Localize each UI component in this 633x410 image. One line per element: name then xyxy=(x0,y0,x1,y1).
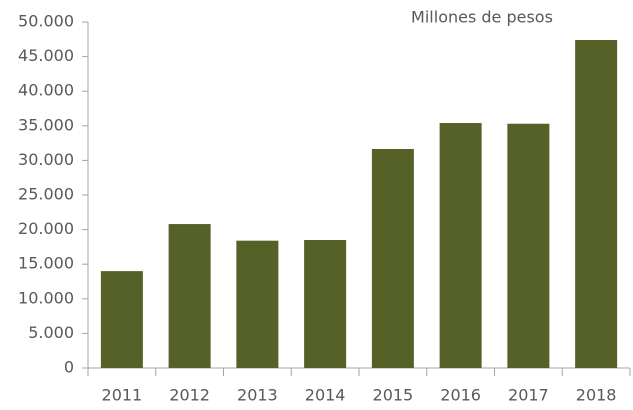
y-tick-label: 30.000 xyxy=(18,150,74,169)
x-tick-label: 2014 xyxy=(305,386,346,405)
annotation: Millones de pesos xyxy=(411,8,553,27)
y-tick-label: 35.000 xyxy=(18,115,74,134)
y-tick-label: 10.000 xyxy=(18,288,74,307)
y-tick-label: 15.000 xyxy=(18,254,74,273)
bar xyxy=(236,240,279,368)
x-tick-label: 2016 xyxy=(440,386,481,405)
bar xyxy=(100,271,143,368)
bar xyxy=(575,39,618,368)
bar xyxy=(507,123,550,368)
y-tick-label: 0 xyxy=(64,358,74,377)
x-tick-label: 2013 xyxy=(237,386,278,405)
y-tick-label: 45.000 xyxy=(18,46,74,65)
bar xyxy=(371,148,414,368)
y-tick-label: 20.000 xyxy=(18,219,74,238)
x-tick-label: 2012 xyxy=(169,386,210,405)
y-tick-label: 25.000 xyxy=(18,185,74,204)
bar xyxy=(439,123,482,368)
x-tick-label: 2015 xyxy=(373,386,414,405)
x-tick-label: 2011 xyxy=(102,386,143,405)
bar xyxy=(168,224,211,368)
x-tick-label: 2018 xyxy=(576,386,617,405)
y-tick-label: 5.000 xyxy=(28,323,74,342)
bar xyxy=(304,239,347,368)
y-tick-label: 40.000 xyxy=(18,81,74,100)
x-tick-label: 2017 xyxy=(508,386,549,405)
y-tick-label: 50.000 xyxy=(18,12,74,31)
